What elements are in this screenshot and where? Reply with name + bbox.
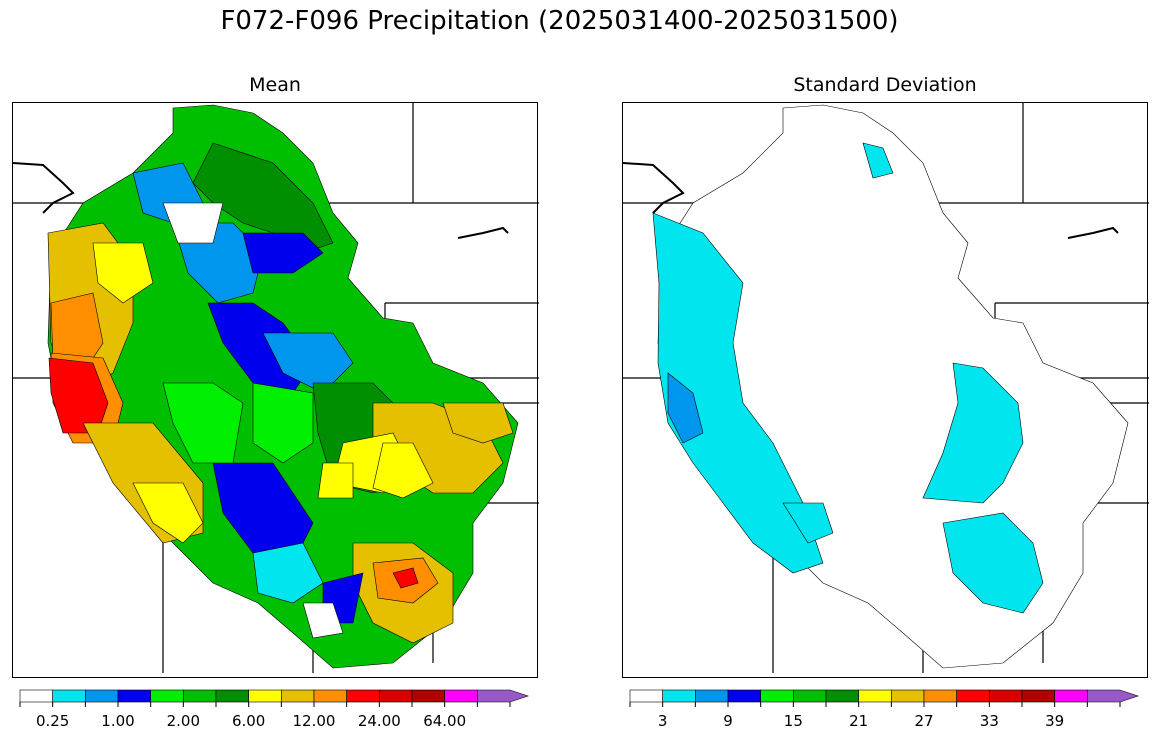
colorbar-bin (85, 689, 119, 703)
colorbar-bin (150, 689, 184, 703)
colorbar-bin (19, 689, 53, 703)
colorbar-bin (956, 689, 990, 703)
stddev-colorbar-tick-label: 39 (1045, 712, 1064, 730)
colorbar-bin (117, 689, 151, 703)
colorbar-bin (313, 689, 347, 703)
stddev-map-svg (622, 103, 1149, 673)
mean-colorbar-tick-label: 6.00 (232, 712, 265, 730)
colorbar-bin (793, 689, 827, 703)
mean-colorbar-tick-label: 1.00 (101, 712, 134, 730)
mean-colorbar-tick-label: 0.25 (36, 712, 69, 730)
colorbar-bin (1087, 689, 1139, 703)
colorbar-bin (248, 689, 282, 703)
stddev-colorbar: 3 9 15 21 27 33 39 (629, 689, 1139, 730)
mean-map-svg (12, 103, 539, 673)
colorbar-bin (1054, 689, 1088, 703)
colorbar-bin (346, 689, 380, 703)
stddev-colorbar-ticks (629, 702, 1121, 707)
stddev-map (622, 102, 1149, 678)
colorbar-bin (1021, 689, 1055, 703)
colorbar-bin (662, 689, 696, 703)
colorbar-bin (727, 689, 761, 703)
mean-colorbar-tick-label: 2.00 (167, 712, 200, 730)
colorbar-bin (858, 689, 892, 703)
stddev-colorbar-tick-label: 33 (980, 712, 999, 730)
colorbar-bin (52, 689, 86, 703)
colorbar-bin (444, 689, 478, 703)
colorbar-bin (760, 689, 794, 703)
colorbar-bin (629, 689, 663, 703)
mean-colorbar-tick-label: 64.00 (423, 712, 466, 730)
mean-precip-regions (47, 104, 519, 669)
stddev-coastline (622, 162, 1119, 239)
colorbar-bin (411, 689, 445, 703)
stddev-regions (652, 104, 1129, 669)
figure-title: F072-F096 Precipitation (2025031400-2025… (220, 6, 899, 36)
mean-colorbar-ticks (19, 702, 511, 707)
mean-map (12, 102, 539, 678)
colorbar-bin (215, 689, 249, 703)
mean-colorbar-bins (19, 689, 529, 703)
stddev-colorbar-tick-label: 21 (849, 712, 868, 730)
colorbar-bin (989, 689, 1023, 703)
mean-colorbar-tick-label: 24.00 (358, 712, 401, 730)
stddev-colorbar-tick-label: 9 (723, 712, 733, 730)
colorbar-bin (379, 689, 413, 703)
stddev-colorbar-bins (629, 689, 1139, 703)
stddev-colorbar-tick-label: 3 (658, 712, 668, 730)
colorbar-bin (825, 689, 859, 703)
stddev-panel-title: Standard Deviation (793, 74, 977, 96)
colorbar-bin (891, 689, 925, 703)
colorbar-bin (923, 689, 957, 703)
stddev-colorbar-tick-label: 27 (914, 712, 933, 730)
colorbar-bin (477, 689, 529, 703)
colorbar-bin (281, 689, 315, 703)
stddev-colorbar-tick-label: 15 (784, 712, 803, 730)
mean-colorbar-tick-label: 12.00 (293, 712, 336, 730)
colorbar-bin (695, 689, 729, 703)
mean-colorbar: 0.25 1.00 2.00 6.00 12.00 24.00 64.00 (19, 689, 529, 730)
colorbar-bin (183, 689, 217, 703)
mean-panel-title: Mean (249, 74, 301, 96)
mean-coastline (12, 162, 509, 239)
